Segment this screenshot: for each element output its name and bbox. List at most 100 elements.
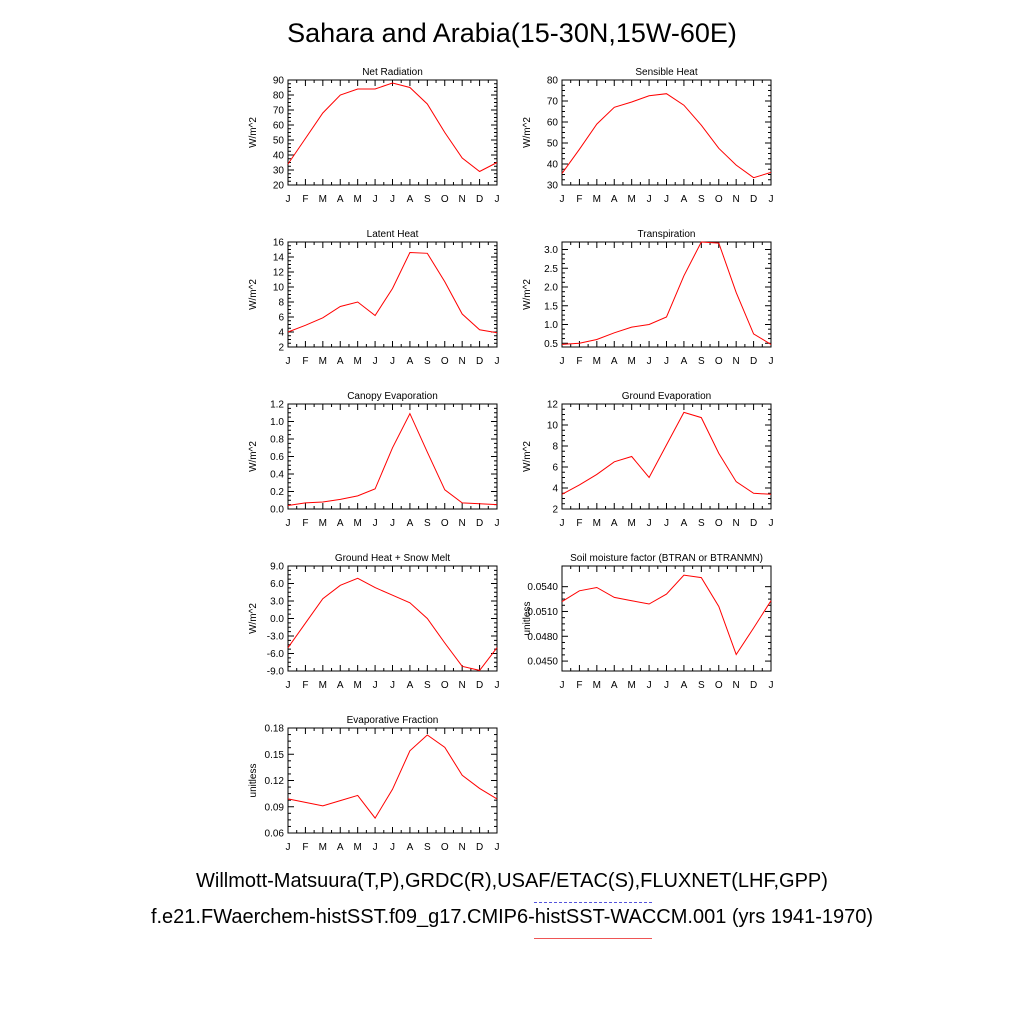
plot-frame xyxy=(561,79,772,186)
x-tick-label: O xyxy=(441,680,449,691)
x-tick-label: M xyxy=(593,356,601,367)
y-tick-label: 4 xyxy=(278,328,284,339)
x-tick-label: O xyxy=(441,356,449,367)
y-tick-label: 30 xyxy=(547,181,559,192)
x-tick-label: J xyxy=(769,356,774,367)
x-tick-label: F xyxy=(302,356,308,367)
x-tick-label: S xyxy=(698,680,705,691)
y-tick-label: 60 xyxy=(547,118,559,129)
y-tick-label: 0.4 xyxy=(270,470,284,481)
x-tick-label: J xyxy=(769,680,774,691)
y-tick-label: 0.2 xyxy=(270,487,284,498)
x-tick-label: D xyxy=(476,680,483,691)
x-tick-label: A xyxy=(337,518,344,529)
series-line xyxy=(561,574,772,656)
x-tick-label: M xyxy=(319,842,327,853)
figure-title: Sahara and Arabia(15-30N,15W-60E) xyxy=(287,18,737,48)
series-line xyxy=(287,734,498,819)
x-tick-label: J xyxy=(390,680,395,691)
x-tick-label: M xyxy=(593,194,601,205)
y-tick-label: 8 xyxy=(278,298,284,309)
y-tick-label: 80 xyxy=(273,91,285,102)
series-line xyxy=(561,241,772,345)
x-tick-label: J xyxy=(373,518,378,529)
y-axis-label: W/m^2 xyxy=(522,279,533,310)
x-tick-label: A xyxy=(611,680,618,691)
x-tick-label: N xyxy=(459,518,466,529)
x-tick-label: J xyxy=(769,518,774,529)
x-tick-label: J xyxy=(286,518,291,529)
y-axis-label: unitless xyxy=(522,602,533,636)
y-tick-label: 0.18 xyxy=(265,724,285,735)
y-tick-label: 0.0510 xyxy=(527,607,558,618)
chart-title: Ground Evaporation xyxy=(622,391,712,402)
y-tick-label: 0.5 xyxy=(544,339,558,350)
chart-title: Transpiration xyxy=(638,229,696,240)
x-tick-label: S xyxy=(424,842,431,853)
x-tick-label: M xyxy=(627,356,635,367)
x-tick-label: N xyxy=(459,680,466,691)
x-tick-label: S xyxy=(698,518,705,529)
x-tick-label: J xyxy=(286,842,291,853)
observation-line-legend xyxy=(534,902,652,903)
y-tick-label: 70 xyxy=(547,97,559,108)
y-tick-label: 10 xyxy=(547,421,559,432)
x-tick-label: M xyxy=(627,680,635,691)
x-tick-label: O xyxy=(715,356,723,367)
chart-title: Ground Heat + Snow Melt xyxy=(335,553,451,564)
x-tick-label: F xyxy=(302,518,308,529)
y-tick-label: 0.6 xyxy=(270,452,284,463)
x-tick-label: D xyxy=(476,518,483,529)
x-tick-label: J xyxy=(286,356,291,367)
y-tick-label: 90 xyxy=(273,76,285,87)
x-tick-label: J xyxy=(769,194,774,205)
x-tick-label: A xyxy=(681,194,688,205)
y-tick-label: 0.8 xyxy=(270,435,284,446)
x-tick-label: J xyxy=(373,680,378,691)
x-tick-label: J xyxy=(495,356,500,367)
x-tick-label: M xyxy=(319,518,327,529)
y-tick-label: 0.06 xyxy=(265,829,285,840)
x-tick-label: M xyxy=(353,356,361,367)
x-tick-label: J xyxy=(647,194,652,205)
x-tick-label: F xyxy=(576,194,582,205)
y-tick-label: 30 xyxy=(273,166,285,177)
chart-title: Net Radiation xyxy=(362,67,423,78)
y-tick-label: 3.0 xyxy=(544,245,558,256)
y-tick-label: 6 xyxy=(278,313,284,324)
y-tick-label: 2 xyxy=(278,343,284,354)
x-tick-label: A xyxy=(407,842,414,853)
x-tick-label: J xyxy=(390,842,395,853)
y-axis-label: W/m^2 xyxy=(248,279,259,310)
x-tick-label: A xyxy=(681,356,688,367)
y-tick-label: -9.0 xyxy=(267,667,285,678)
x-tick-label: J xyxy=(664,518,669,529)
x-tick-label: M xyxy=(319,194,327,205)
x-tick-label: J xyxy=(664,194,669,205)
plot-frame xyxy=(561,241,772,348)
x-tick-label: J xyxy=(647,356,652,367)
x-tick-label: F xyxy=(302,194,308,205)
y-tick-label: 3.0 xyxy=(270,597,284,608)
chart-soil-moisture-factor: Soil moisture factor (BTRAN or BTRANMN) u… xyxy=(522,553,774,691)
y-tick-label: -6.0 xyxy=(267,649,285,660)
y-tick-label: 40 xyxy=(547,160,559,171)
x-tick-label: A xyxy=(611,356,618,367)
y-axis-label: W/m^2 xyxy=(248,441,259,472)
x-tick-label: J xyxy=(664,680,669,691)
series-line xyxy=(287,82,498,173)
x-tick-label: A xyxy=(407,194,414,205)
x-tick-label: S xyxy=(698,194,705,205)
x-tick-label: M xyxy=(353,194,361,205)
x-tick-label: F xyxy=(576,680,582,691)
x-tick-label: O xyxy=(715,680,723,691)
y-tick-label: 0.0540 xyxy=(527,582,558,593)
x-tick-label: J xyxy=(390,356,395,367)
x-tick-label: N xyxy=(733,194,740,205)
x-tick-label: N xyxy=(459,842,466,853)
x-tick-label: J xyxy=(286,680,291,691)
x-tick-label: J xyxy=(647,680,652,691)
x-tick-label: J xyxy=(373,356,378,367)
y-tick-label: 60 xyxy=(273,121,285,132)
